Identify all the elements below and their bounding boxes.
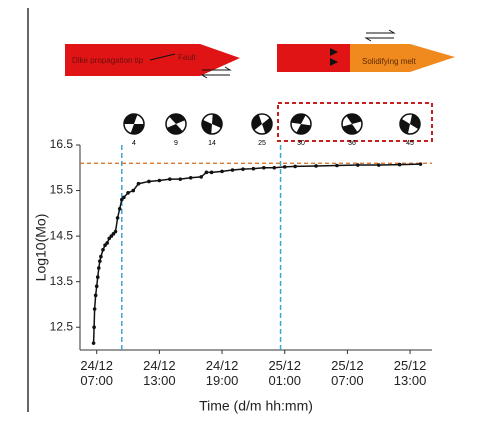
- tip-marker: [330, 58, 338, 66]
- highlight-box: [277, 102, 433, 142]
- beachball-label: 9: [174, 140, 178, 147]
- data-point: [92, 325, 96, 330]
- data-point: [230, 168, 235, 172]
- beachball-quadrant: [130, 124, 144, 134]
- data-point: [94, 284, 99, 289]
- data-point: [178, 177, 183, 181]
- beachball-quadrant: [252, 114, 262, 131]
- beachball-quadrant: [296, 124, 311, 134]
- y-tick-label: 12.5: [50, 319, 74, 333]
- dike-tip-label: Dike propagation tip: [72, 56, 144, 65]
- beachball-label: 36: [348, 140, 356, 147]
- data-point: [376, 163, 381, 167]
- data-point: [111, 232, 116, 236]
- beachball-quadrant: [346, 113, 362, 124]
- data-point: [157, 178, 162, 183]
- beachball-quadrant: [262, 117, 272, 134]
- data-point: [136, 181, 141, 186]
- melt-label: Solidifying melt: [362, 57, 417, 66]
- data-point: [92, 307, 97, 311]
- x-tick-label: 25/12 13:00: [393, 358, 427, 388]
- data-point: [95, 275, 100, 279]
- data-point: [98, 259, 102, 263]
- data-point: [126, 191, 130, 195]
- data-line: [92, 163, 421, 344]
- data-point: [101, 247, 105, 252]
- x-tick-label: 24/12 13:00: [143, 358, 176, 388]
- data-point: [109, 234, 114, 238]
- data-point: [204, 170, 209, 175]
- fault-label: Fault: [178, 53, 197, 62]
- data-point: [107, 236, 112, 241]
- beachball-label: 45: [406, 140, 414, 147]
- data-point: [262, 165, 266, 170]
- data-point: [147, 179, 151, 184]
- data-point: [188, 176, 193, 180]
- beachball-quadrant: [410, 114, 420, 130]
- data-point: [99, 254, 103, 259]
- data-point: [282, 165, 287, 169]
- data-point: [93, 293, 98, 298]
- data-point: [418, 162, 423, 166]
- data-point: [168, 177, 172, 181]
- y-tick-label: 14.5: [50, 228, 74, 242]
- y-axis-label: Log10(Mo): [33, 214, 49, 282]
- data-point: [97, 266, 101, 270]
- x-tick-label: 24/12 19:00: [205, 358, 239, 388]
- y-tick-label: 13.5: [50, 274, 74, 288]
- data-point: [115, 216, 120, 220]
- beachball-label: 14: [208, 140, 216, 147]
- data-point: [199, 175, 203, 179]
- beachball-quadrant: [342, 124, 358, 135]
- y-tick-label: 16.5: [50, 137, 74, 151]
- data-point: [220, 169, 224, 174]
- shear-arrows: [364, 29, 396, 42]
- x-tick-label: 25/12 07:00: [331, 358, 364, 388]
- data-point: [117, 206, 122, 211]
- beachball-label: 25: [258, 140, 266, 147]
- beachball-quadrant: [169, 114, 186, 124]
- x-axis-label: Time (d/m hh:mm): [199, 398, 313, 414]
- x-tick-label: 24/12 07:00: [80, 358, 113, 388]
- y-tick-label: 15.5: [50, 183, 74, 197]
- data-point: [131, 188, 136, 193]
- data-point: [103, 243, 107, 248]
- data-point: [251, 166, 256, 171]
- data-point: [356, 163, 360, 167]
- data-point: [335, 163, 339, 168]
- beachball-quadrant: [166, 124, 183, 134]
- dike-left: [65, 44, 240, 76]
- data-point: [113, 229, 118, 234]
- tip-marker: [330, 48, 338, 56]
- beachball-quadrant: [212, 114, 223, 129]
- x-tick-label: 25/12 01:00: [268, 358, 301, 388]
- beachball-quadrant: [400, 118, 410, 134]
- beachball-quadrant: [202, 119, 212, 134]
- data-point: [105, 241, 109, 245]
- data-point: [293, 164, 297, 169]
- data-point: [314, 164, 318, 168]
- data-point: [122, 195, 126, 200]
- beachball-quadrant: [291, 114, 306, 124]
- data-point: [272, 165, 277, 170]
- beachball-label: 30: [297, 140, 305, 147]
- data-point: [119, 197, 124, 202]
- data-point: [91, 341, 96, 345]
- data-point: [241, 167, 245, 171]
- beachball-label: 4: [132, 140, 136, 147]
- fault-line: [149, 53, 176, 61]
- dike-right: [277, 44, 350, 72]
- data-point: [397, 162, 402, 167]
- beachball-quadrant: [124, 113, 138, 124]
- data-point: [209, 170, 214, 175]
- shear-arrows: [200, 66, 232, 79]
